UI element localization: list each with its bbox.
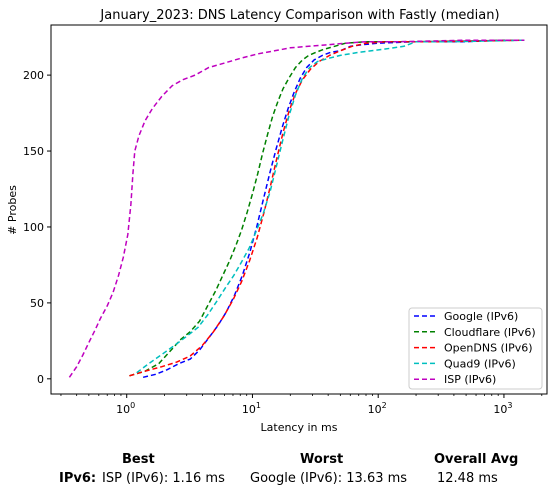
legend-label-4: ISP (IPv6) — [444, 373, 496, 386]
chart-title: January_2023: DNS Latency Comparison wit… — [99, 8, 499, 23]
series-line-2 — [129, 39, 525, 377]
y-tick-label: 150 — [23, 145, 44, 158]
y-tick-label: 0 — [37, 373, 44, 386]
summary-header-avg: Overall Avg — [434, 452, 519, 467]
y-axis: 0 50 100 150 200 — [23, 69, 51, 386]
series-lines — [68, 39, 525, 379]
legend-label-0: Google (IPv6) — [444, 310, 518, 323]
y-tick-label: 200 — [23, 69, 44, 82]
y-tick-label: 100 — [23, 221, 44, 234]
y-tick-label: 50 — [30, 297, 44, 310]
latency-chart: January_2023: DNS Latency Comparison wit… — [6, 8, 548, 434]
legend-frame — [408, 307, 543, 390]
summary-header-worst: Worst — [300, 452, 344, 467]
series-line-1 — [129, 39, 525, 377]
series-line-4 — [68, 39, 525, 378]
x-tick-label: 100 — [116, 401, 135, 416]
summary-row-label: IPv6: — [59, 471, 97, 486]
legend: Google (IPv6) Cloudflare (IPv6) OpenDNS (I… — [408, 307, 543, 390]
x-axis-label: Latency in ms — [261, 421, 338, 434]
summary-avg-value: 12.48 ms — [437, 471, 498, 486]
summary-best-value: ISP (IPv6): 1.16 ms — [102, 471, 225, 486]
legend-label-3: Quad9 (IPv6) — [444, 357, 516, 370]
summary-worst-value: Google (IPv6): 13.63 ms — [250, 471, 408, 486]
legend-label-1: Cloudflare (IPv6) — [444, 326, 536, 339]
summary-header-best: Best — [122, 452, 155, 467]
y-axis-label: # Probes — [6, 185, 19, 235]
series-line-3 — [136, 39, 525, 374]
x-axis: 100 101 102 103 — [60, 394, 543, 416]
legend-label-2: OpenDNS (IPv6) — [444, 342, 533, 355]
x-tick-label: 103 — [493, 401, 512, 416]
x-tick-label: 101 — [242, 401, 261, 416]
plot-area — [50, 24, 548, 395]
x-tick-label: 102 — [368, 401, 387, 416]
